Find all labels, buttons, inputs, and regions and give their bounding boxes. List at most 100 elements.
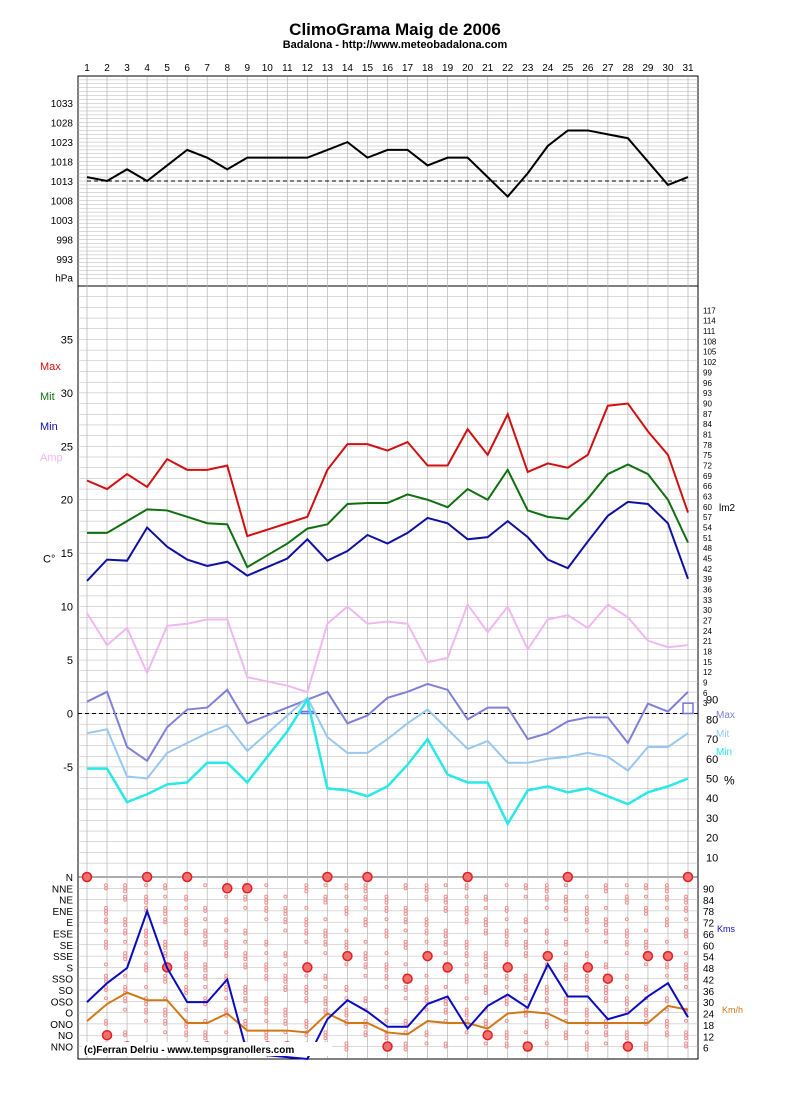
temp-tick-label: 5: [67, 655, 73, 667]
wind-dir-dot: [483, 931, 488, 936]
wind-dir-dot: [283, 920, 288, 925]
wind-dir-dot: [363, 999, 368, 1004]
wind-dir-dot: [544, 889, 549, 894]
wind-dir-dot: [323, 1036, 328, 1041]
temp-legend-mit: Mit: [40, 391, 55, 403]
wind-dir-dot: [643, 988, 648, 992]
rain-unit-label: lm2: [719, 503, 736, 514]
wind-dir-dot: [163, 894, 168, 899]
wind-speed-tick-label: 72: [703, 919, 715, 930]
wind-dir-dot: [344, 1013, 349, 1018]
temp-tick-label: 35: [61, 334, 73, 346]
wind-dir-label: NE: [59, 896, 73, 907]
wind-dir-dot: [684, 1044, 688, 1049]
wind-dir-dot: [184, 991, 189, 995]
wind-kms-line: [86, 908, 689, 1061]
wind-dominant-marker: [81, 871, 93, 883]
rain-tick-label: 42: [703, 565, 712, 574]
wind-dir-dot: [104, 996, 109, 1001]
wind-dir-dot: [403, 928, 408, 933]
rain-tick-label: 60: [703, 503, 712, 512]
rain-tick-label: 90: [703, 399, 712, 408]
wind-dir-dot: [563, 942, 568, 947]
day-tick-label: 14: [342, 63, 354, 74]
wind-dir-dot: [403, 920, 408, 925]
wind-dir-dot: [123, 957, 128, 962]
humidity-tick-label: 80: [706, 714, 718, 726]
wind-dir-dot: [123, 939, 128, 944]
wind-dir-dot: [483, 965, 488, 970]
wind-dir-dot: [363, 939, 368, 944]
wind-dominant-marker: [502, 962, 513, 973]
wind-dir-label: E: [66, 918, 73, 929]
wind-speed-tick-label: 24: [703, 1010, 715, 1021]
wind-dir-dot: [544, 939, 549, 944]
pressure-tick-label: 1033: [51, 99, 74, 110]
wind-dir-dot: [483, 1041, 488, 1046]
wind-dominant-marker: [482, 1029, 493, 1041]
wind-dir-dot: [163, 886, 168, 891]
wind-dir-dot: [123, 1007, 128, 1012]
wind-dir-dot: [544, 1041, 549, 1046]
wind-dir-dot: [643, 1047, 648, 1052]
wind-dir-dot: [624, 1036, 629, 1041]
wind-dir-dot: [283, 1013, 288, 1018]
day-tick-label: 27: [602, 63, 614, 74]
humidity-legend-max: Max: [716, 710, 735, 721]
wind-dir-dot: [304, 923, 309, 928]
wind-dir-dot: [584, 988, 589, 992]
wind-dir-dot: [243, 1007, 248, 1012]
temp-legend-min: Min: [40, 421, 58, 433]
wind-speed-tick-label: 6: [703, 1044, 709, 1055]
wind-dominant-marker: [562, 871, 574, 883]
wind-dir-dot: [563, 976, 568, 981]
wind-dominant-marker: [141, 871, 153, 883]
wind-dir-dot: [304, 905, 309, 910]
rain-tick-label: 18: [703, 647, 712, 656]
wind-dir-dot: [384, 1036, 389, 1041]
wind-dir-dot: [443, 883, 448, 888]
wind-dir-dot: [483, 897, 488, 902]
temp-tick-label: 30: [61, 388, 73, 400]
chart-title: ClimoGrama Maig de 2006: [289, 20, 501, 39]
wind-speed-tick-label: 12: [703, 1032, 715, 1043]
day-tick-label: 29: [642, 63, 654, 74]
wind-dominant-marker: [181, 871, 193, 883]
humidity-tick-label: 50: [706, 774, 718, 786]
wind-dir-dot: [464, 1013, 469, 1018]
wind-dir-dot: [603, 991, 608, 995]
wind-dir-dot: [304, 889, 309, 894]
wind-dir-dot: [104, 1021, 109, 1026]
wind-dir-dot: [403, 996, 408, 1001]
day-tick-label: 24: [542, 63, 554, 74]
wind-dir-dot: [224, 954, 229, 959]
wind-dir-dot: [123, 923, 128, 928]
day-tick-label: 6: [184, 63, 190, 74]
humidity-legend-min: Min: [716, 747, 732, 758]
wind-dir-dot: [264, 1002, 269, 1007]
wind-dir-dot: [523, 954, 528, 959]
wind-dir-dot: [443, 908, 448, 913]
wind-dir-dot: [624, 917, 629, 922]
wind-dir-dot: [603, 923, 608, 928]
wind-dir-dot: [504, 942, 509, 947]
chart-subtitle: Badalona - http://www.meteobadalona.com: [282, 39, 508, 51]
wind-dir-dot: [443, 951, 448, 956]
wind-dir-dot: [504, 934, 509, 939]
wind-dir-dot: [203, 1036, 208, 1041]
wind-dir-dot: [483, 905, 488, 910]
wind-dir-dot: [403, 1047, 408, 1052]
rain-bar: [682, 702, 694, 715]
temp-mit-line: [87, 463, 689, 569]
wind-dir-dot: [504, 1044, 509, 1049]
wind-dir-dot: [384, 934, 389, 939]
wind-dir-dot: [104, 911, 109, 916]
rain-tick-label: 87: [703, 410, 712, 419]
wind-dir-dot: [243, 905, 248, 910]
pressure-unit-label: hPa: [55, 273, 73, 284]
wind-dominant-marker: [242, 883, 253, 894]
rain-tick-label: 99: [703, 368, 712, 377]
wind-dir-dot: [464, 996, 469, 1001]
